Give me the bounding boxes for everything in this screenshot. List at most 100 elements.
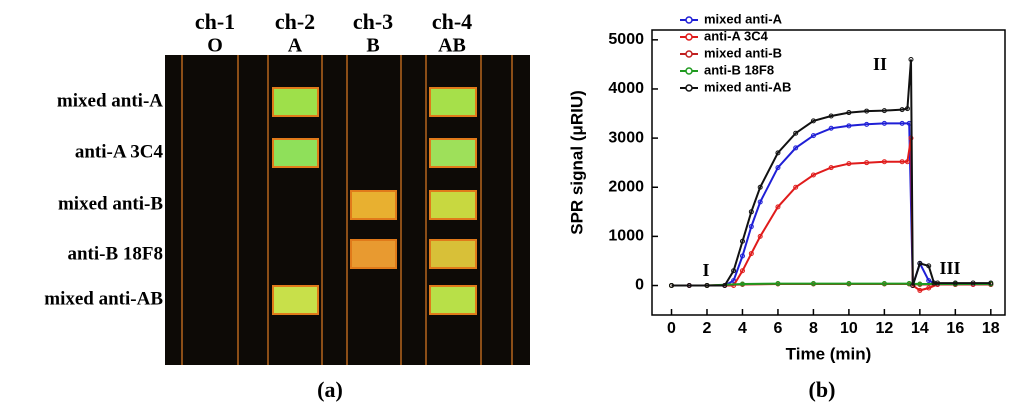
micrograph <box>165 55 530 365</box>
data-point <box>748 224 754 230</box>
y-tick-label: 5000 <box>608 31 644 48</box>
data-point <box>748 209 754 215</box>
legend-marker <box>685 16 693 24</box>
data-point <box>926 263 932 269</box>
plot-frame <box>651 29 1006 316</box>
data-point <box>881 120 887 126</box>
series-line <box>671 59 991 287</box>
data-point <box>810 133 816 139</box>
data-point <box>881 281 887 287</box>
data-point <box>775 150 781 156</box>
data-point <box>970 280 976 286</box>
data-point <box>881 108 887 114</box>
data-point <box>899 120 905 126</box>
data-point <box>757 199 763 205</box>
y-tick-label: 1000 <box>608 228 644 245</box>
data-point <box>810 118 816 124</box>
data-point <box>757 233 763 239</box>
data-point <box>904 106 910 112</box>
data-point <box>899 159 905 165</box>
row-label: mixed anti-AB <box>44 288 163 309</box>
phase-annotation: II <box>873 54 887 74</box>
data-point <box>917 287 923 293</box>
column-label: ch-2 <box>275 9 315 34</box>
data-point <box>926 285 932 291</box>
legend-marker <box>685 84 693 92</box>
data-point <box>864 160 870 166</box>
data-point <box>904 159 910 165</box>
data-point <box>793 130 799 136</box>
legend-marker <box>685 50 693 58</box>
data-point <box>704 283 710 289</box>
data-point <box>988 280 994 286</box>
data-point <box>917 260 923 266</box>
data-point <box>739 281 745 287</box>
y-axis-label: SPR signal (μRIU) <box>567 90 586 235</box>
panel-label: (a) <box>317 377 343 402</box>
data-point <box>793 145 799 151</box>
series-line <box>671 282 991 287</box>
y-tick-label: 3000 <box>608 129 644 146</box>
data-point <box>910 283 916 289</box>
data-point <box>669 283 675 289</box>
x-tick-label: 14 <box>911 320 929 337</box>
data-point <box>757 184 763 190</box>
data-point <box>810 281 816 287</box>
column-group: O <box>207 35 223 57</box>
x-tick-label: 2 <box>703 320 712 337</box>
x-tick-label: 18 <box>982 320 1000 337</box>
row-label: anti-A 3C4 <box>75 141 164 162</box>
x-tick-label: 4 <box>738 320 747 337</box>
x-axis-label: Time (min) <box>786 344 872 363</box>
row-label: mixed anti-A <box>57 90 163 111</box>
data-point <box>775 281 781 287</box>
legend-marker <box>685 67 693 75</box>
data-point <box>775 204 781 210</box>
data-point <box>846 161 852 167</box>
data-point <box>722 283 728 289</box>
data-point <box>793 184 799 190</box>
x-tick-label: 8 <box>809 320 818 337</box>
data-point <box>828 125 834 131</box>
legend-label: anti-A 3C4 <box>704 28 769 43</box>
data-point <box>846 110 852 116</box>
data-point <box>828 113 834 119</box>
y-tick-label: 2000 <box>608 178 644 195</box>
data-point <box>917 281 923 287</box>
data-point <box>731 268 737 274</box>
data-point <box>686 283 692 289</box>
legend-marker <box>685 33 693 41</box>
legend-label: mixed anti-B <box>704 45 782 60</box>
data-point <box>739 253 745 259</box>
data-point <box>908 56 914 62</box>
x-tick-label: 6 <box>773 320 782 337</box>
y-tick-label: 0 <box>635 277 644 294</box>
x-tick-label: 12 <box>875 320 893 337</box>
legend-label: mixed anti-AB <box>704 79 791 94</box>
data-point <box>775 165 781 171</box>
column-label: ch-4 <box>432 9 472 34</box>
column-label: ch-1 <box>195 9 235 34</box>
data-point <box>846 281 852 287</box>
row-label: anti-B 18F8 <box>67 243 163 264</box>
data-point <box>828 165 834 171</box>
data-point <box>810 172 816 178</box>
row-label: mixed anti-B <box>58 193 163 214</box>
column-group: A <box>288 35 303 57</box>
y-tick-label: 4000 <box>608 80 644 97</box>
legend-label: mixed anti-A <box>704 11 783 26</box>
phase-annotation: III <box>939 258 960 278</box>
x-tick-label: 10 <box>840 320 858 337</box>
column-label: ch-3 <box>353 9 393 34</box>
data-point <box>864 121 870 127</box>
x-tick-label: 16 <box>946 320 964 337</box>
data-point <box>899 107 905 113</box>
data-point <box>952 280 958 286</box>
data-point <box>926 278 932 284</box>
data-point <box>739 238 745 244</box>
data-point <box>846 123 852 129</box>
data-point <box>748 251 754 257</box>
data-point <box>739 268 745 274</box>
data-point <box>864 108 870 114</box>
